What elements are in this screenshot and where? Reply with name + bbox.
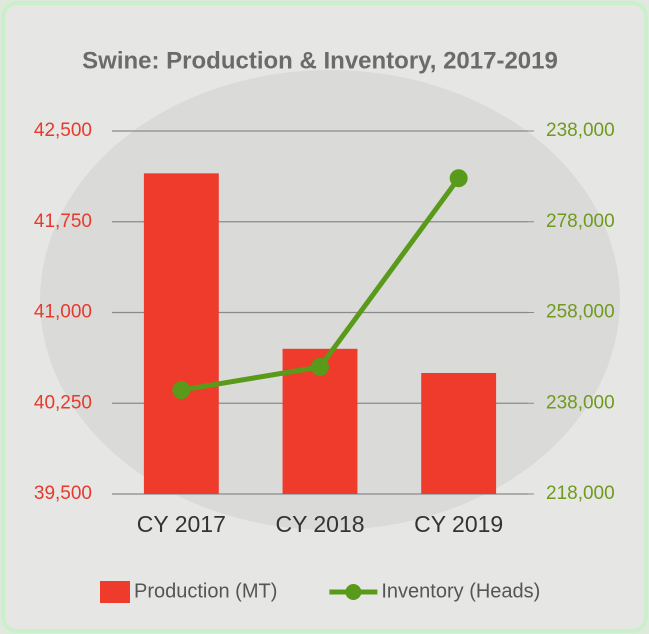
y-tick-label: 39,500	[34, 483, 92, 504]
chart-title: Swine: Production & Inventory, 2017-2019	[82, 47, 558, 74]
marker	[172, 381, 191, 400]
bar	[421, 373, 497, 494]
x-tick-label: CY 2018	[275, 511, 364, 537]
y2-tick-label: 258,000	[546, 302, 615, 323]
legend-swatch	[100, 581, 130, 603]
y2-tick-label: 278,000	[546, 211, 615, 232]
y2-tick-label: 238,000	[546, 120, 615, 141]
marker	[449, 169, 468, 188]
x-tick-label: CY 2017	[137, 511, 226, 537]
legend-swatch	[345, 584, 362, 600]
y2-tick-label: 238,000	[546, 392, 615, 413]
marker	[311, 357, 329, 376]
bar	[143, 173, 219, 494]
y-tick-label: 40,250	[34, 392, 92, 413]
y-tick-label: 41,750	[34, 211, 92, 232]
y-tick-label: 42,500	[34, 120, 92, 141]
y-tick-label: 41,000	[34, 302, 92, 323]
y2-tick-label: 218,000	[546, 483, 615, 504]
legend-label: Inventory (Heads)	[381, 580, 540, 602]
x-tick-label: CY 2019	[414, 511, 503, 537]
legend-label: Production (MT)	[134, 580, 277, 602]
